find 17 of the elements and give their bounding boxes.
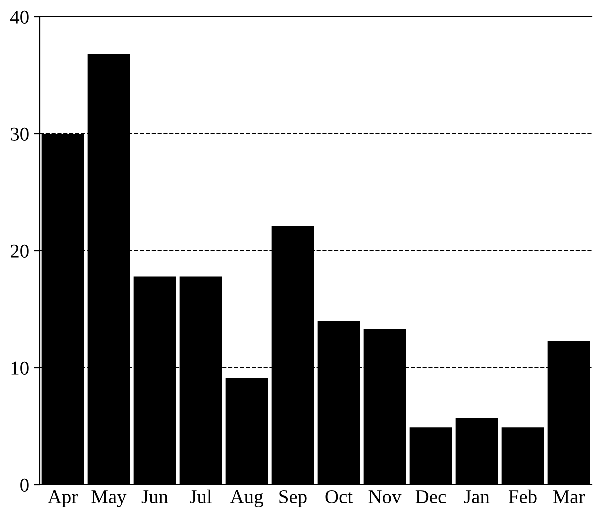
y-tick-label: 0 bbox=[20, 478, 29, 492]
x-tick-label: May bbox=[92, 490, 127, 508]
x-tick-label: Jun bbox=[142, 490, 168, 504]
y-tick-label: 20 bbox=[10, 244, 29, 258]
y-tick-label: 10 bbox=[12, 362, 29, 375]
x-tick-label: Aug bbox=[230, 490, 264, 508]
x-tick-label: Sep bbox=[280, 490, 307, 508]
x-tick-label: Mar bbox=[553, 490, 586, 504]
y-tick-label: 30 bbox=[11, 128, 29, 141]
x-tick-label: Feb bbox=[508, 490, 537, 504]
x-tick-label: Nov bbox=[368, 490, 402, 504]
x-tick-label: Apr bbox=[48, 490, 78, 508]
x-tick-label: Jan bbox=[464, 490, 490, 504]
x-tick-label: Dec bbox=[416, 490, 446, 504]
x-tick-label: Oct bbox=[326, 490, 353, 504]
y-tick-label: 40 bbox=[10, 10, 29, 24]
x-tick-label: Jul bbox=[190, 490, 212, 504]
